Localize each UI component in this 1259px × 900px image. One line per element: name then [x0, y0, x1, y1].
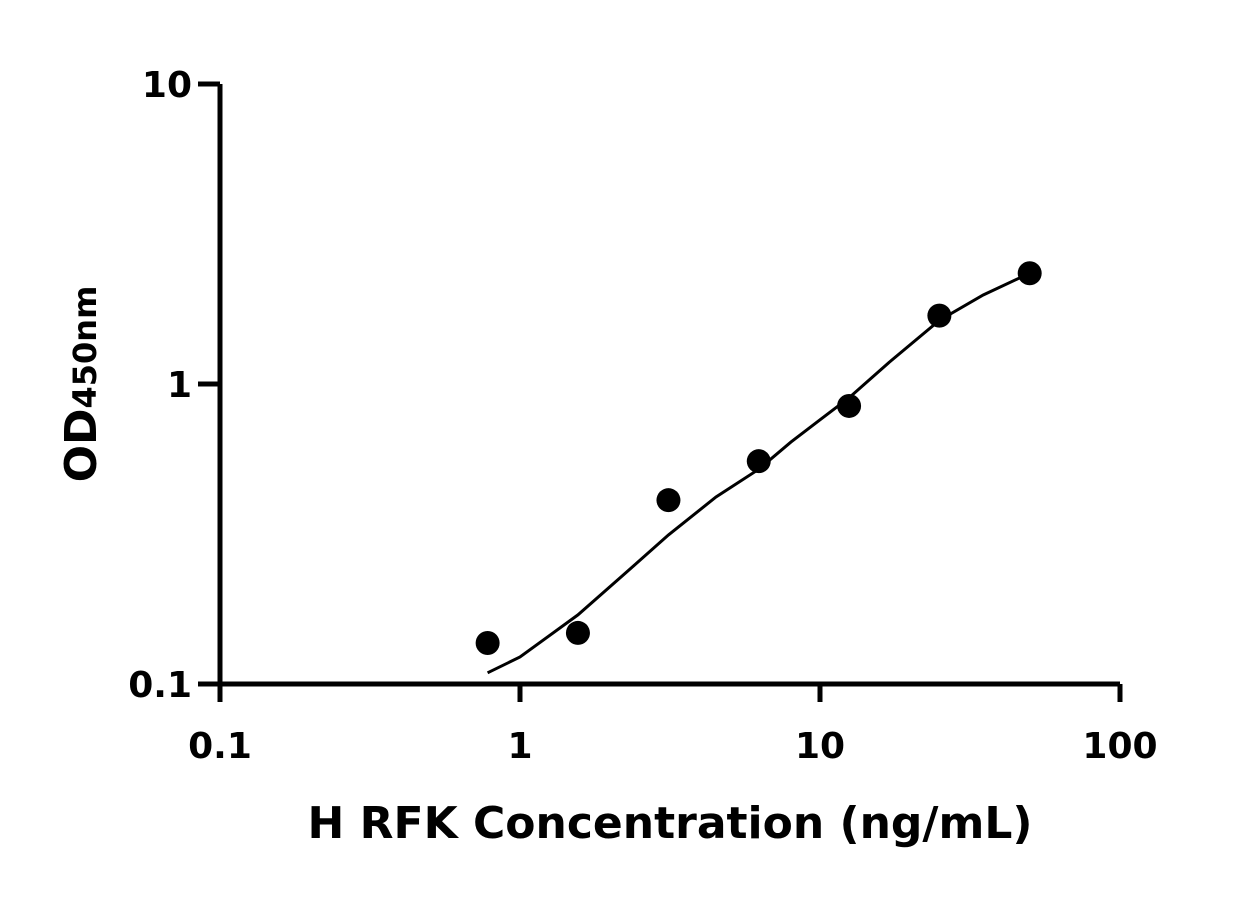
y-tick-label: 0.1 — [128, 665, 192, 706]
data-point — [565, 620, 590, 645]
data-point — [475, 630, 500, 655]
fit-curve-group — [486, 271, 1031, 675]
x-axis-label: H RFK Concentration (ng/mL) — [308, 798, 1033, 849]
y-axis-label-sub: 450nm — [66, 286, 104, 409]
data-point — [927, 303, 952, 328]
x-tick-label: 100 — [1082, 726, 1157, 767]
data-point — [837, 393, 862, 418]
x-tick-label: 1 — [507, 726, 532, 767]
x-tick-label: 10 — [795, 726, 845, 767]
data-point — [746, 449, 771, 474]
y-tick-label: 10 — [142, 65, 192, 106]
fit-curve — [486, 271, 1031, 675]
data-point — [1017, 261, 1042, 286]
axes: 0.1 1 10 100 0.1 1 10 — [128, 65, 1157, 767]
y-tick-label: 1 — [167, 365, 192, 406]
data-points — [475, 261, 1042, 655]
y-axis-label: OD450nm — [56, 286, 107, 483]
x-tick-label: 0.1 — [188, 726, 252, 767]
y-axis-label-main: OD — [56, 408, 107, 482]
data-point — [656, 488, 681, 513]
